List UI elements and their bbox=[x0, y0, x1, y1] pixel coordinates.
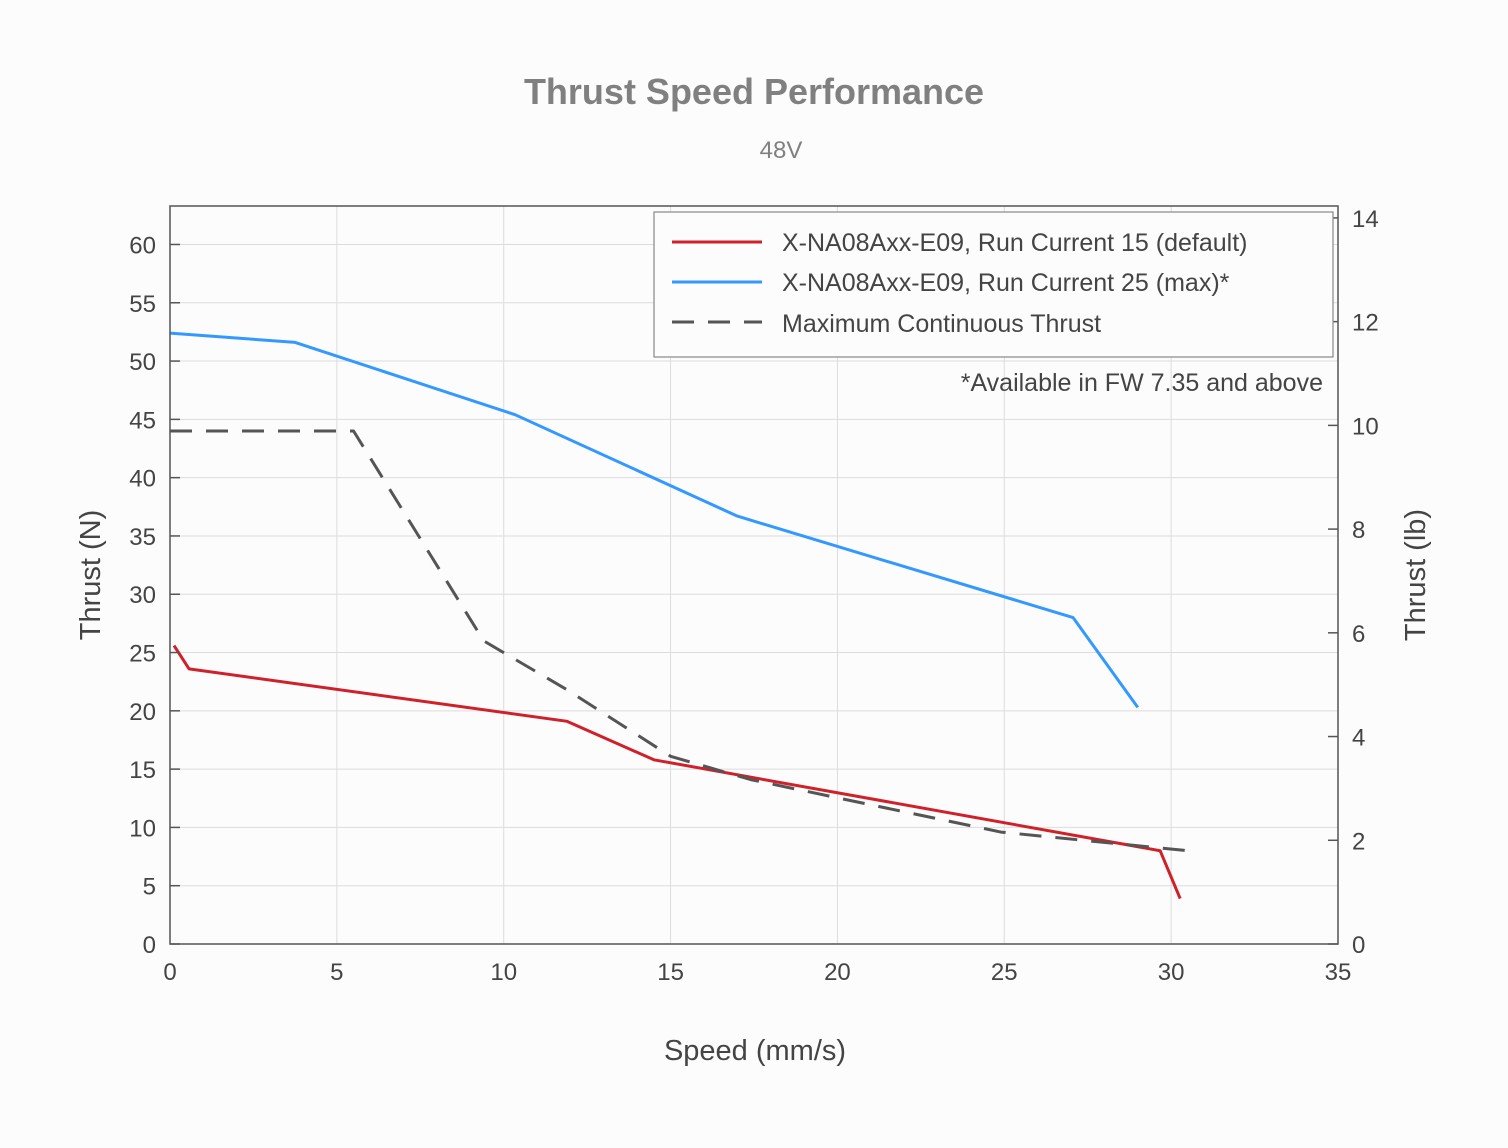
y-tick-label: 45 bbox=[129, 407, 156, 434]
y2-tick-label: 0 bbox=[1352, 932, 1365, 959]
series-line-2 bbox=[170, 431, 1188, 851]
y2-tick-label: 14 bbox=[1352, 206, 1379, 233]
legend-label: Maximum Continuous Thrust bbox=[782, 310, 1101, 338]
x-tick-label: 20 bbox=[824, 959, 851, 986]
y-tick-label: 25 bbox=[129, 641, 156, 668]
y2-tick-label: 6 bbox=[1352, 621, 1365, 648]
y-tick-label: 50 bbox=[129, 349, 156, 376]
y2-tick-label: 2 bbox=[1352, 828, 1365, 855]
x-tick-label: 10 bbox=[490, 959, 517, 986]
y-tick-label: 10 bbox=[129, 815, 156, 842]
y-tick-label: 30 bbox=[129, 582, 156, 609]
footnote-annotation: *Available in FW 7.35 and above bbox=[961, 369, 1323, 397]
y-tick-label: 15 bbox=[129, 757, 156, 784]
legend-label: X-NA08Axx-E09, Run Current 25 (max)* bbox=[782, 269, 1230, 297]
chart-subtitle: 48V bbox=[760, 137, 803, 164]
x-tick-label: 25 bbox=[991, 959, 1018, 986]
x-axis-label: Speed (mm/s) bbox=[664, 1035, 846, 1067]
y-tick-label: 55 bbox=[129, 291, 156, 318]
x-tick-label: 35 bbox=[1325, 959, 1352, 986]
series-line-0 bbox=[174, 646, 1180, 899]
y2-axis-label: Thrust (lb) bbox=[1400, 509, 1432, 641]
legend-label: X-NA08Axx-E09, Run Current 15 (default) bbox=[782, 229, 1248, 257]
y-tick-label: 35 bbox=[129, 524, 156, 551]
y-tick-label: 5 bbox=[143, 874, 156, 901]
y2-tick-label: 10 bbox=[1352, 413, 1379, 440]
y-tick-label: 40 bbox=[129, 466, 156, 493]
chart-title: Thrust Speed Performance bbox=[524, 71, 984, 112]
y2-tick-label: 8 bbox=[1352, 517, 1365, 544]
x-tick-label: 30 bbox=[1158, 959, 1185, 986]
x-tick-label: 15 bbox=[657, 959, 684, 986]
y2-tick-label: 12 bbox=[1352, 310, 1379, 337]
x-tick-label: 5 bbox=[330, 959, 343, 986]
y-tick-label: 60 bbox=[129, 232, 156, 259]
y2-tick-label: 4 bbox=[1352, 725, 1365, 752]
y-tick-label: 0 bbox=[143, 932, 156, 959]
y-tick-label: 20 bbox=[129, 699, 156, 726]
series-group bbox=[170, 333, 1188, 899]
y-axis-label: Thrust (N) bbox=[75, 510, 107, 641]
legend: X-NA08Axx-E09, Run Current 15 (default) … bbox=[654, 212, 1333, 357]
x-tick-label: 0 bbox=[163, 959, 176, 986]
